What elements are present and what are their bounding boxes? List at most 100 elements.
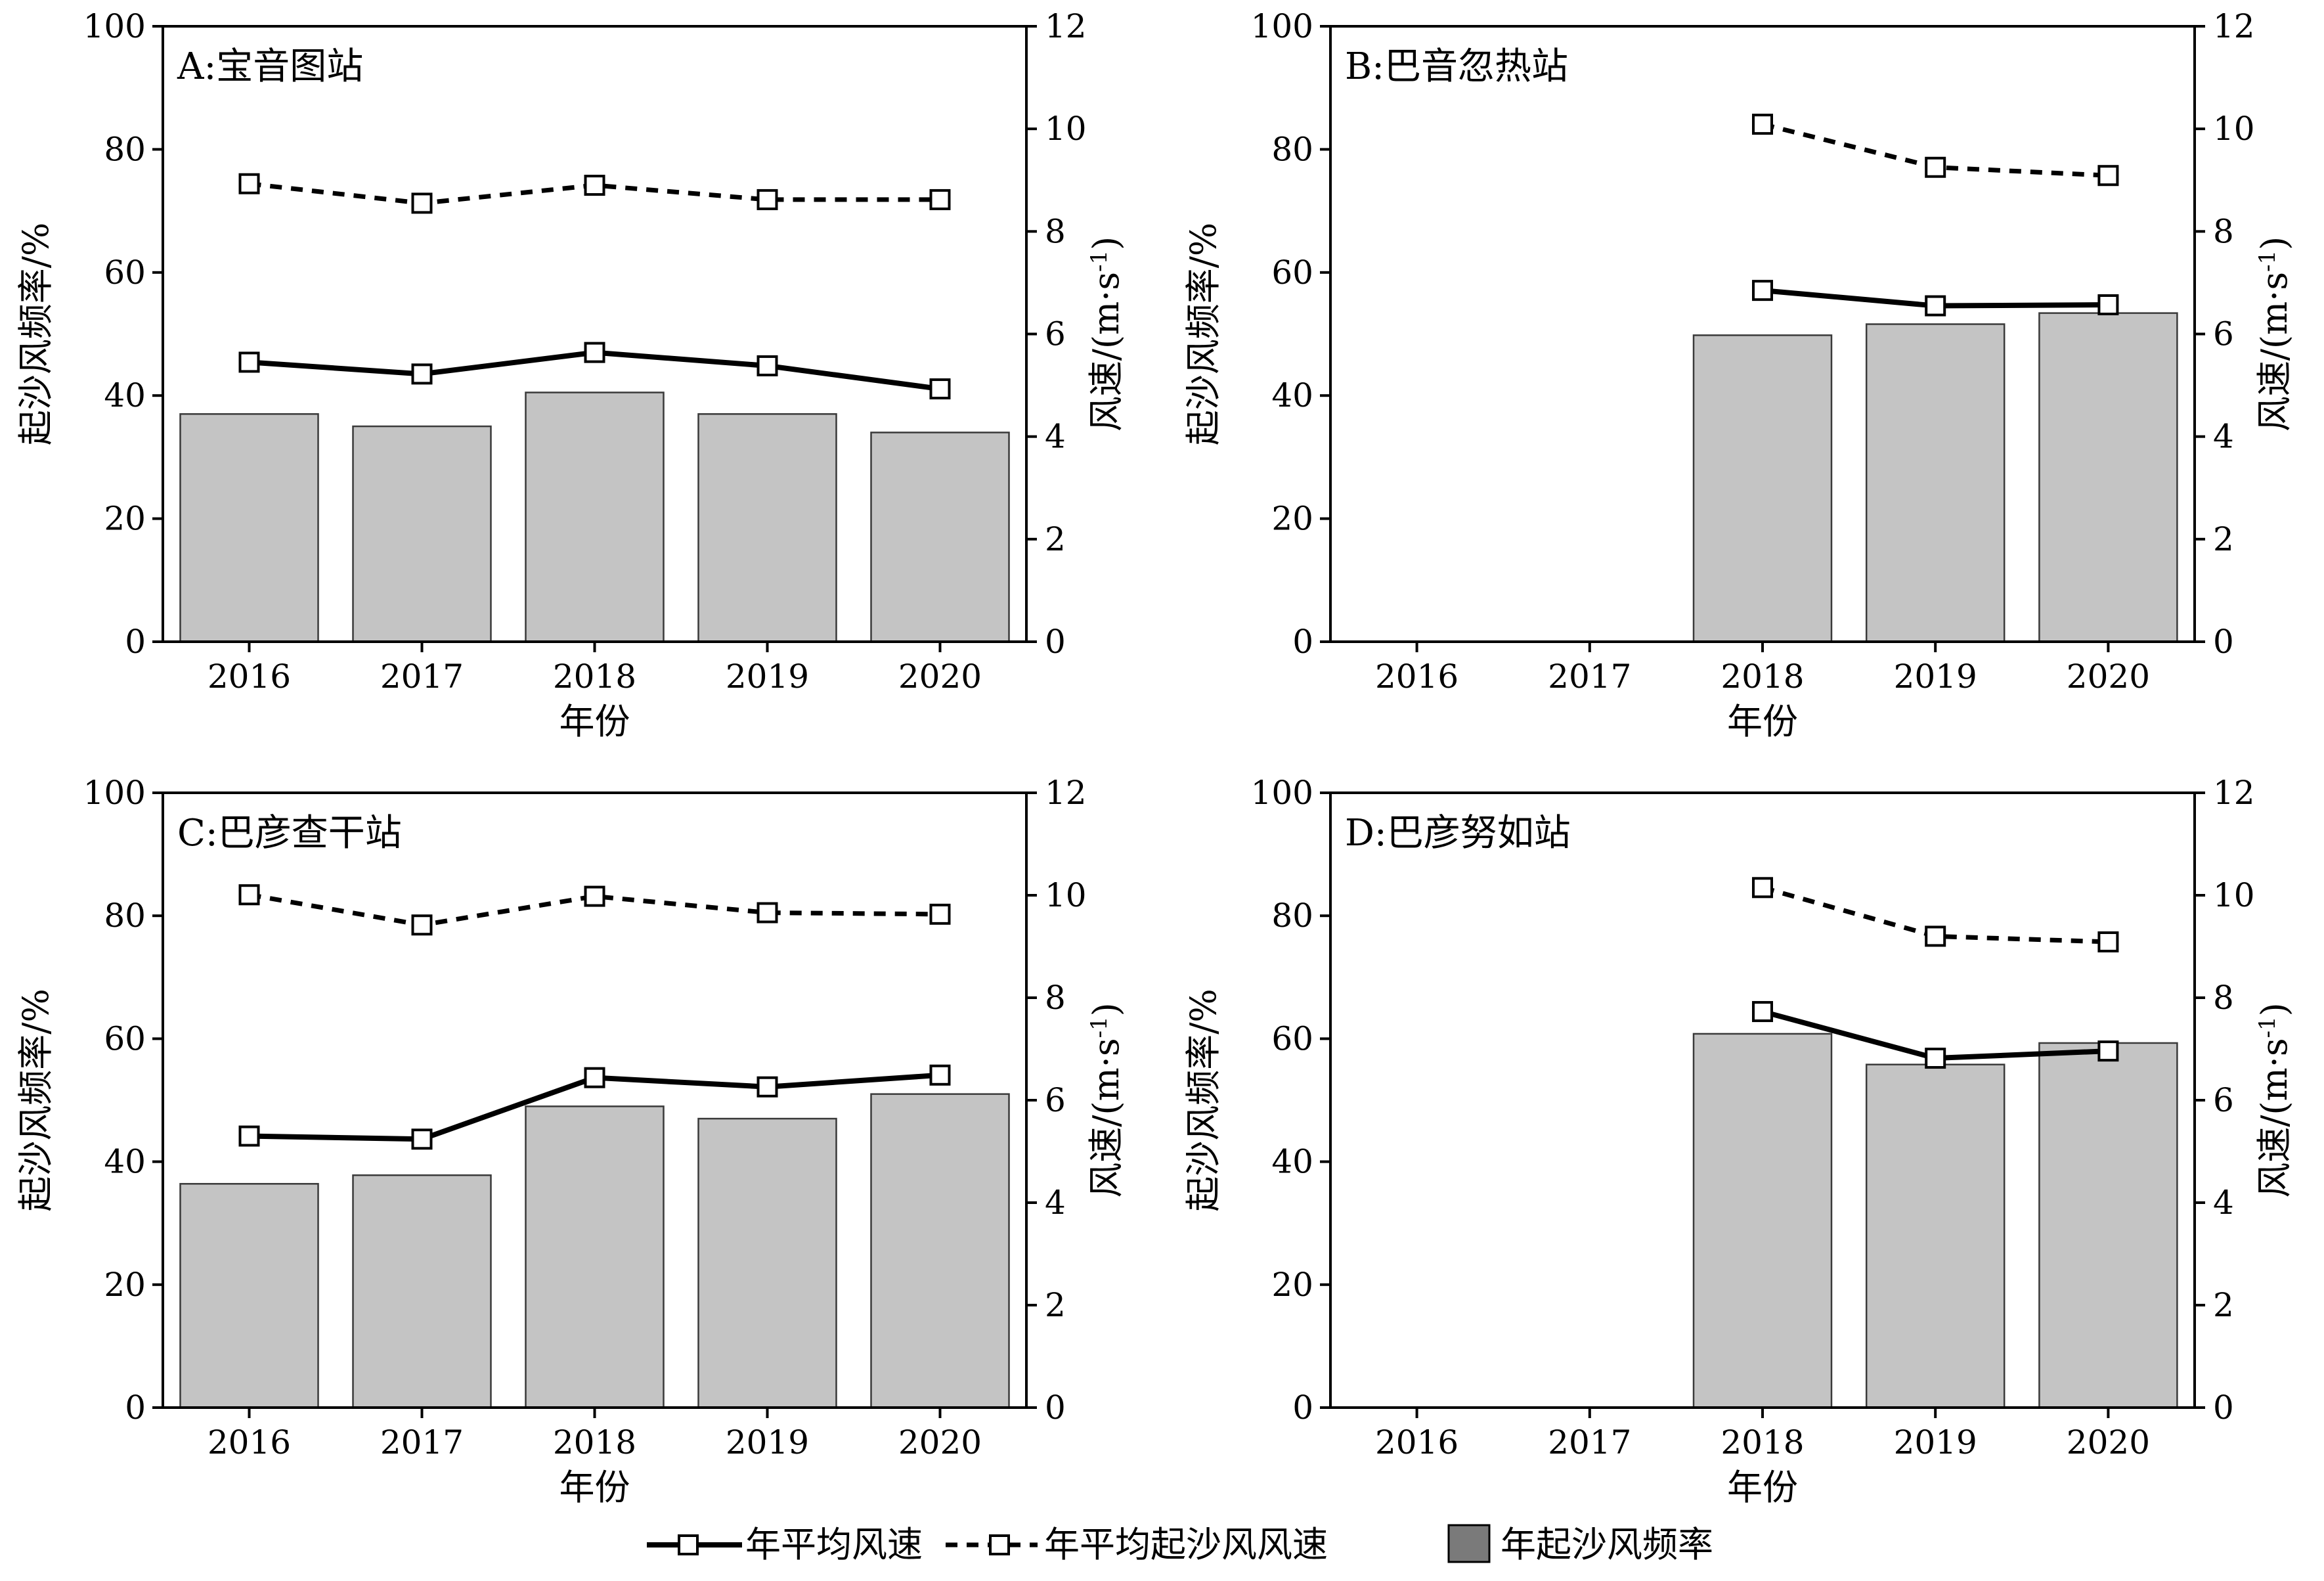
legend-label-mean-wind-speed: 年平均风速: [745, 1524, 923, 1565]
left-tick-label: 40: [1271, 1143, 1313, 1181]
right-tick-label: 0: [2213, 623, 2234, 661]
left-tick-label: 0: [125, 623, 146, 661]
panel-title: A:宝音图站: [177, 45, 363, 88]
mean-wind-speed-point: [238, 1125, 260, 1147]
mean-wind-speed-point: [411, 1128, 433, 1150]
sand-wind-speed-point: [929, 189, 951, 210]
left-tick-label: 20: [104, 1266, 146, 1304]
left-tick-label: 40: [104, 1143, 146, 1181]
left-tick-label: 100: [1251, 7, 1313, 45]
mean-wind-speed-point: [584, 342, 605, 363]
x-tick-label: 2018: [553, 657, 636, 696]
right-tick-label: 2: [1045, 520, 1066, 558]
mean-wind-speed-point: [411, 363, 433, 385]
mean-wind-speed-point: [584, 1067, 605, 1088]
right-tick-label: 4: [1045, 418, 1066, 456]
left-tick-label: 100: [1251, 774, 1313, 812]
bar-2019: [1865, 323, 2006, 643]
right-tick-label: 12: [1045, 774, 1087, 812]
sand-wind-speed-point: [238, 884, 260, 906]
bar-2019: [697, 1117, 837, 1409]
left-tick-label: 80: [1271, 130, 1313, 168]
left-tick-label: 0: [125, 1389, 146, 1427]
left-axis-title: 起沙风频率/%: [1183, 223, 1224, 446]
left-tick-label: 80: [104, 897, 146, 935]
right-tick-label: 12: [2213, 774, 2255, 812]
left-tick-label: 60: [104, 254, 146, 292]
bar-2017: [352, 1174, 492, 1409]
mean-wind-speed-point: [929, 1064, 951, 1086]
x-tick-label: 2018: [1721, 1423, 1804, 1461]
sand-wind-speed-point: [1925, 925, 1946, 947]
right-tick-label: 0: [1045, 1389, 1066, 1427]
bar-2018: [1692, 334, 1833, 643]
bar-2016: [179, 413, 319, 643]
right-tick-label: 6: [2213, 315, 2234, 353]
right-tick-label: 8: [2213, 979, 2234, 1017]
left-tick-label: 60: [104, 1019, 146, 1058]
legend-label-frequency: 年起沙风频率: [1501, 1524, 1713, 1565]
bar-2018: [525, 391, 665, 643]
legend-dashed-marker: [989, 1534, 1010, 1555]
panel-title: D:巴彦努如站: [1345, 812, 1571, 855]
panel-a: 0 20 40 60 80 100 0 2 4 6 8 10 12 2016 2017 2018 2019 202…: [15, 7, 1127, 742]
panel-d: 0 20 40 60 80 100 0 2 4 6 8 10 12 2016 2017 2018 2019 202…: [1183, 774, 2295, 1508]
left-tick-label: 100: [83, 774, 146, 812]
mean-wind-speed-point: [1925, 295, 1946, 317]
right-tick-label: 4: [2213, 1184, 2234, 1222]
sand-wind-speed-line: [248, 892, 940, 927]
sand-wind-speed-point: [1752, 877, 1773, 899]
panel-c: 0 20 40 60 80 100 0 2 4 6 8 10 12 2016 2017 2018 2019 202…: [15, 774, 1127, 1508]
right-tick-label: 6: [1045, 1081, 1066, 1119]
bar-2020: [2038, 312, 2178, 643]
bar-2020: [870, 1093, 1010, 1409]
right-tick-label: 8: [1045, 979, 1066, 1017]
x-tick-label: 2016: [208, 1423, 291, 1461]
mean-wind-speed-point: [2097, 294, 2119, 315]
bar-2020: [2038, 1042, 2178, 1409]
legend-bar-swatch: [1447, 1524, 1491, 1563]
x-tick-label: 2019: [726, 657, 809, 696]
sand-wind-speed-point: [756, 902, 778, 924]
left-axis-title: 起沙风频率/%: [15, 223, 56, 446]
mean-wind-speed-point: [756, 355, 778, 376]
left-tick-label: 20: [1271, 1266, 1313, 1304]
right-axis-title: 风速/(m·s-1): [2254, 236, 2295, 432]
left-tick-label: 80: [104, 130, 146, 168]
right-tick-label: 4: [2213, 418, 2234, 456]
left-tick-label: 40: [1271, 376, 1313, 414]
bar-2018: [1692, 1033, 1833, 1409]
legend-solid-marker: [678, 1534, 699, 1555]
sand-wind-speed-point: [411, 914, 433, 936]
left-axis-title: 起沙风频率/%: [1183, 989, 1224, 1212]
left-tick-label: 60: [1271, 1019, 1313, 1058]
left-tick-label: 100: [83, 7, 146, 45]
sand-wind-speed-point: [756, 189, 778, 210]
right-axis-title: 风速/(m·s-1): [2254, 1002, 2295, 1198]
right-axis-title: 风速/(m·s-1): [1085, 236, 1127, 432]
legend-label-sand-wind-speed: 年平均起沙风风速: [1044, 1524, 1328, 1565]
x-tick-label: 2017: [1548, 1423, 1631, 1461]
sand-wind-speed-point: [2097, 931, 2119, 952]
bar-2019: [697, 413, 837, 643]
left-tick-label: 0: [1292, 623, 1313, 661]
right-tick-label: 8: [1045, 212, 1066, 250]
bar-2020: [870, 432, 1010, 643]
bar-2019: [1865, 1063, 2006, 1409]
right-tick-label: 2: [2213, 1286, 2234, 1324]
right-tick-label: 10: [1045, 110, 1087, 148]
bar-2016: [179, 1183, 319, 1409]
x-axis-title: 年份: [1727, 701, 1798, 742]
right-tick-label: 4: [1045, 1184, 1066, 1222]
sand-wind-speed-point: [238, 173, 260, 194]
legend: 年平均风速 年平均起沙风风速 年起沙风频率: [647, 1524, 1713, 1565]
right-tick-label: 12: [2213, 7, 2255, 45]
right-tick-label: 2: [2213, 520, 2234, 558]
x-tick-label: 2017: [1548, 657, 1631, 696]
left-tick-label: 80: [1271, 897, 1313, 935]
x-tick-label: 2017: [380, 657, 464, 696]
x-tick-label: 2016: [208, 657, 291, 696]
mean-wind-speed-point: [756, 1076, 778, 1098]
mean-wind-speed-point: [2097, 1040, 2119, 1062]
